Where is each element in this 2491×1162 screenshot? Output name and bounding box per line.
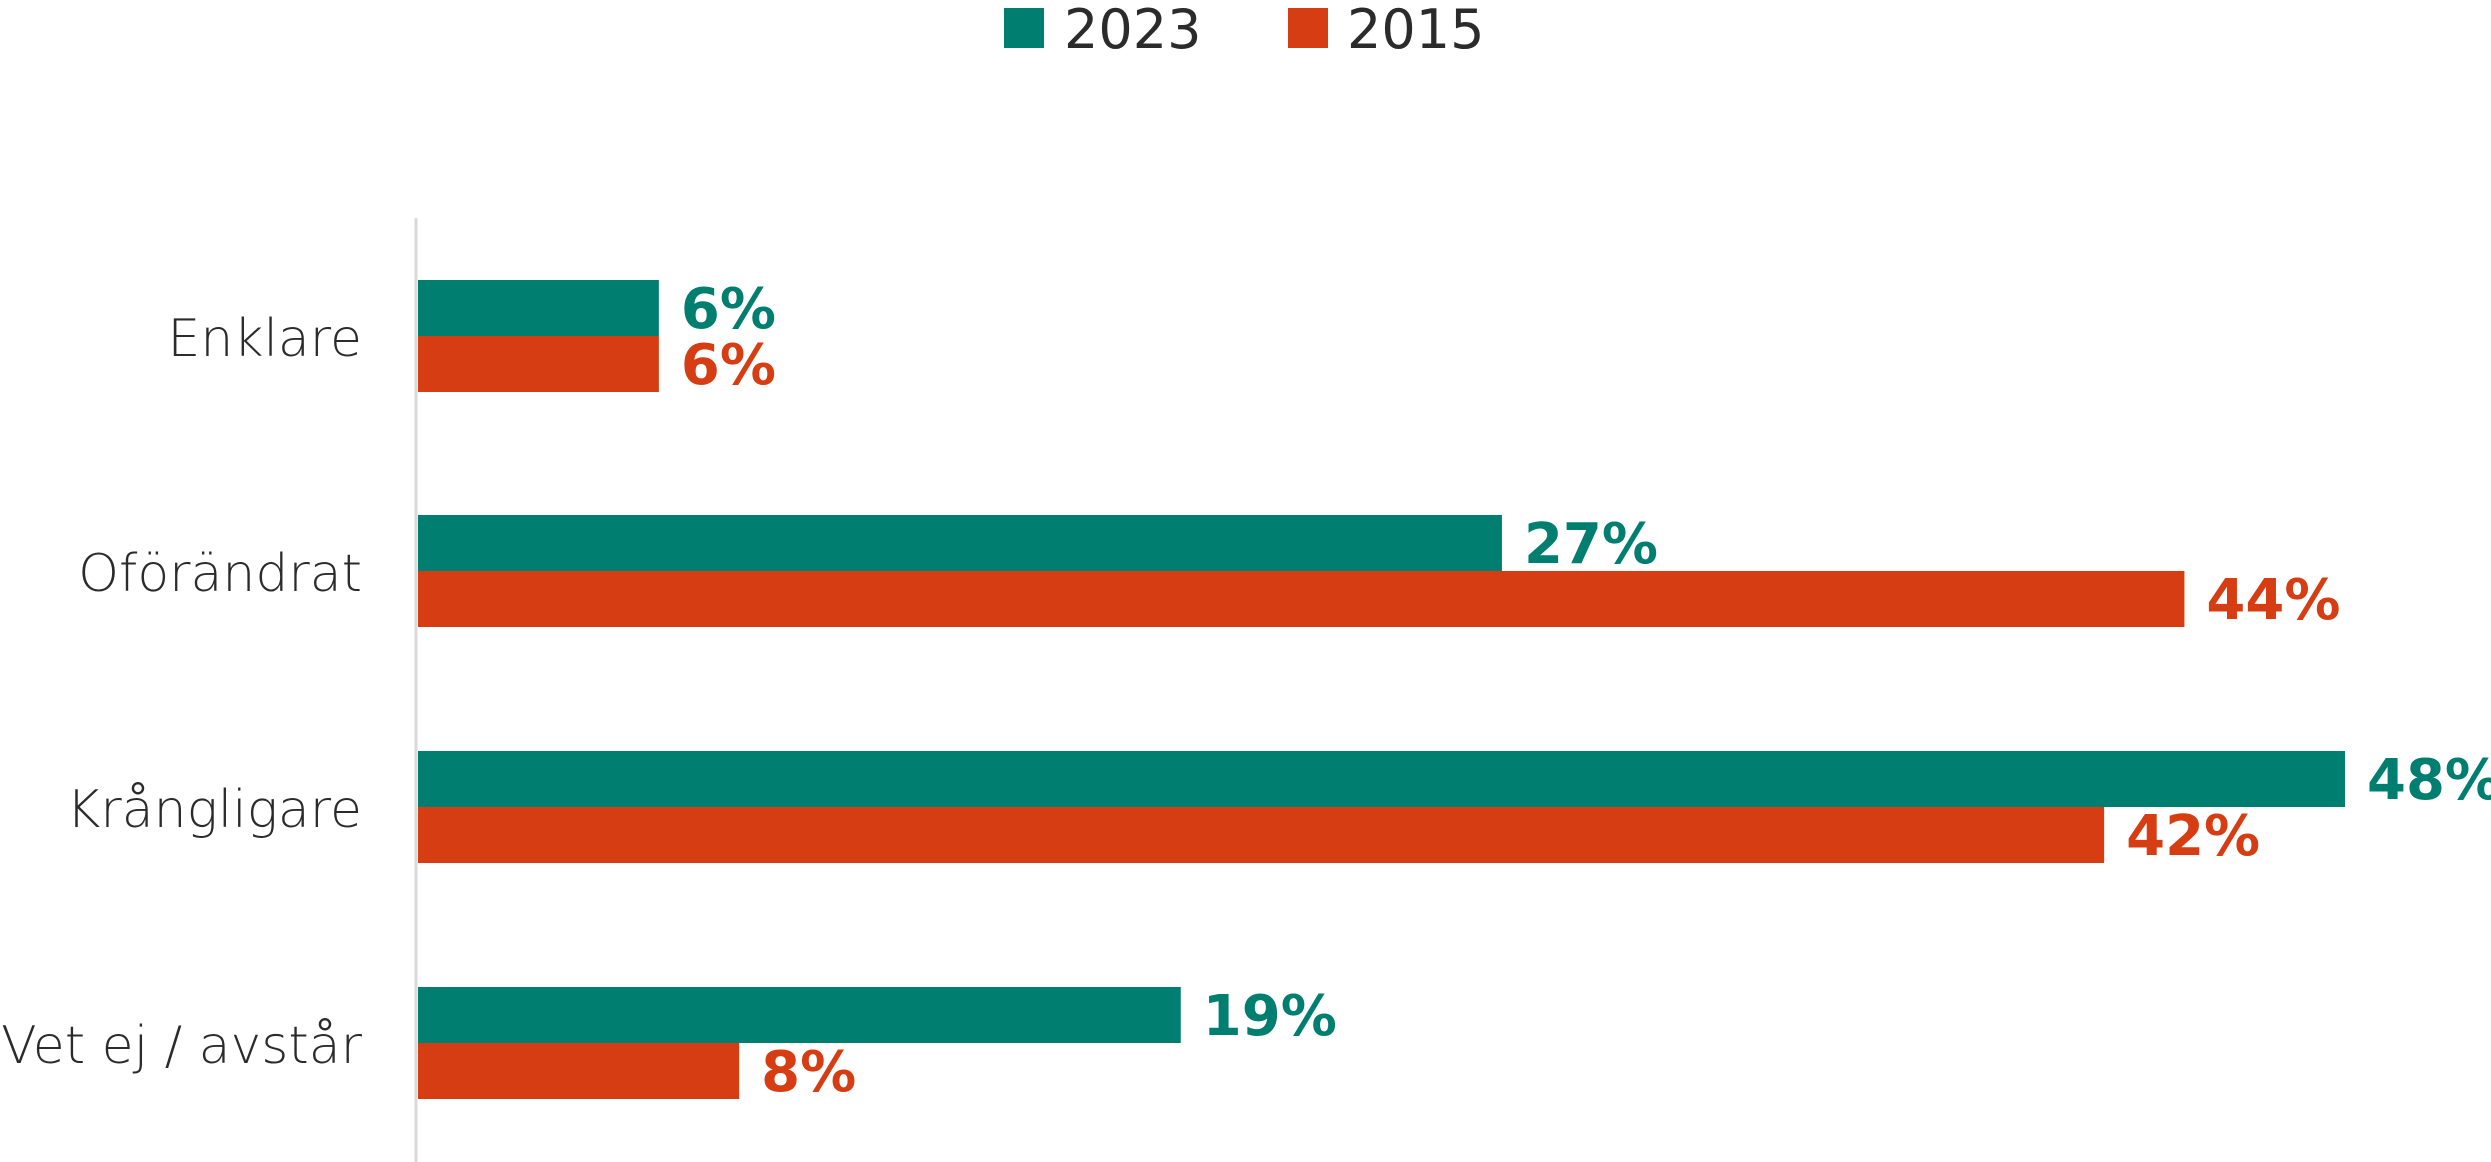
data-label-2023-2: 27%: [1524, 512, 1658, 577]
bar-2015-2: [418, 571, 2185, 627]
bar-2015-1: [418, 336, 659, 392]
legend-swatch-2023: [1004, 8, 1044, 48]
data-label-2015-3: 42%: [2126, 804, 2260, 869]
bar-2015-4: [418, 1043, 740, 1099]
data-label-2023-4: 19%: [1203, 984, 1337, 1049]
category-label: Vet ej / avstår: [1, 1016, 362, 1076]
legend: 2023 2015: [1004, 0, 1484, 61]
category-label: Krångligare: [66, 780, 362, 840]
data-label-2023-3: 48%: [2367, 748, 2491, 813]
category-labels: Enklare Oförändrat Krångligare Vet ej / avs…: [1, 309, 362, 1076]
category-label: Enklare: [168, 309, 362, 369]
bar-2015-3: [418, 807, 2105, 863]
bar-2023-4: [418, 987, 1181, 1043]
data-label-2023-1: 6%: [681, 277, 776, 342]
bar-2023-2: [418, 515, 1502, 571]
category-label: Oförändrat: [78, 544, 362, 604]
legend-label-2015: 2015: [1347, 0, 1484, 61]
data-label-2015-4: 8%: [761, 1040, 856, 1105]
bar-2023-3: [418, 751, 2345, 807]
data-label-2015-2: 44%: [2206, 568, 2340, 633]
bar-2023-1: [418, 280, 659, 336]
legend-swatch-2015: [1288, 8, 1328, 48]
bars: [418, 280, 2345, 1099]
legend-label-2023: 2023: [1064, 0, 1201, 61]
data-label-2015-1: 6%: [681, 333, 776, 398]
data-labels: 6%6% 27% 44% 48% 42% 19% 8%: [681, 277, 2491, 1105]
